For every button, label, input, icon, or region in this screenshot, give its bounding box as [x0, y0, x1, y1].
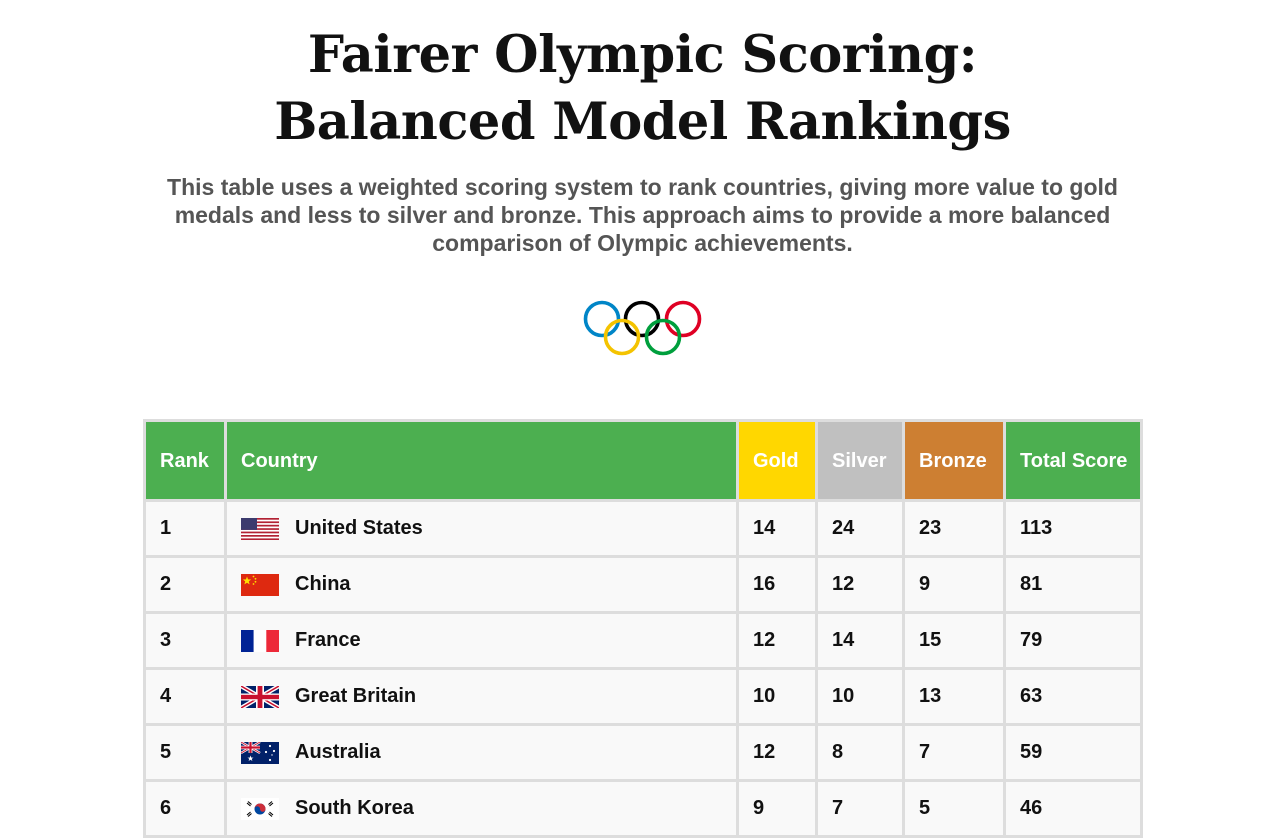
rank-cell: 1	[146, 502, 224, 555]
table-row: 1 Unite	[146, 502, 1140, 555]
country-cell: China	[227, 558, 736, 611]
country-name: China	[295, 573, 351, 595]
country-name: Great Britain	[295, 685, 417, 707]
silver-cell: 24	[818, 502, 902, 555]
bronze-cell: 23	[905, 502, 1003, 555]
table-row: 2 China 16 12	[146, 558, 1140, 611]
silver-cell: 10	[818, 670, 902, 723]
country-name: South Korea	[295, 797, 414, 819]
gold-cell: 12	[739, 726, 815, 779]
silver-cell: 14	[818, 614, 902, 667]
page-title-line-1: Fairer Olympic Scoring:	[307, 25, 978, 85]
column-header-total-score: Total Score	[1006, 422, 1140, 499]
gold-cell: 16	[739, 558, 815, 611]
silver-cell: 7	[818, 782, 902, 835]
country-cell: Australia	[227, 726, 736, 779]
france-flag-icon	[241, 629, 279, 652]
column-header-country: Country	[227, 422, 736, 499]
column-header-gold: Gold	[739, 422, 815, 499]
silver-cell: 8	[818, 726, 902, 779]
usa-flag-icon	[241, 517, 279, 540]
country-cell: France	[227, 614, 736, 667]
country-name: France	[295, 629, 361, 651]
page-title-line-2: Balanced Model Rankings	[274, 92, 1011, 152]
rank-cell: 3	[146, 614, 224, 667]
bronze-cell: 7	[905, 726, 1003, 779]
column-header-silver: Silver	[818, 422, 902, 499]
table-row: 5	[146, 726, 1140, 779]
column-header-rank: Rank	[146, 422, 224, 499]
gold-cell: 9	[739, 782, 815, 835]
total-score-cell: 81	[1006, 558, 1140, 611]
china-flag-icon	[241, 573, 279, 596]
table-header-row: Rank Country Gold Silver Bronze Total Sc…	[146, 422, 1140, 499]
rank-cell: 5	[146, 726, 224, 779]
country-name: Australia	[295, 741, 381, 763]
great-britain-flag-icon	[241, 685, 279, 708]
table-row: 3 France 12 14 15 79	[146, 614, 1140, 667]
olympic-rings-icon	[583, 300, 702, 356]
country-cell: United States	[227, 502, 736, 555]
silver-cell: 12	[818, 558, 902, 611]
page-description: This table uses a weighted scoring syste…	[167, 174, 1118, 256]
south-korea-flag-icon	[241, 797, 279, 820]
bronze-cell: 5	[905, 782, 1003, 835]
bronze-cell: 15	[905, 614, 1003, 667]
rank-cell: 6	[146, 782, 224, 835]
gold-cell: 10	[739, 670, 815, 723]
total-score-cell: 46	[1006, 782, 1140, 835]
country-cell: Great Britain	[227, 670, 736, 723]
column-header-bronze: Bronze	[905, 422, 1003, 499]
country-cell: South Korea	[227, 782, 736, 835]
rankings-table-container: Rank Country Gold Silver Bronze Total Sc…	[143, 419, 1143, 838]
bronze-cell: 13	[905, 670, 1003, 723]
table-row: 4 Great	[146, 670, 1140, 723]
total-score-cell: 59	[1006, 726, 1140, 779]
gold-cell: 14	[739, 502, 815, 555]
total-score-cell: 63	[1006, 670, 1140, 723]
total-score-cell: 113	[1006, 502, 1140, 555]
rank-cell: 2	[146, 558, 224, 611]
bronze-cell: 9	[905, 558, 1003, 611]
gold-cell: 12	[739, 614, 815, 667]
table-row: 6	[146, 782, 1140, 835]
page-title: Fairer Olympic Scoring: Balanced Model R…	[0, 22, 1275, 156]
total-score-cell: 79	[1006, 614, 1140, 667]
country-name: United States	[295, 517, 423, 539]
australia-flag-icon	[241, 741, 279, 764]
rankings-table: Rank Country Gold Silver Bronze Total Sc…	[143, 419, 1143, 838]
rank-cell: 4	[146, 670, 224, 723]
